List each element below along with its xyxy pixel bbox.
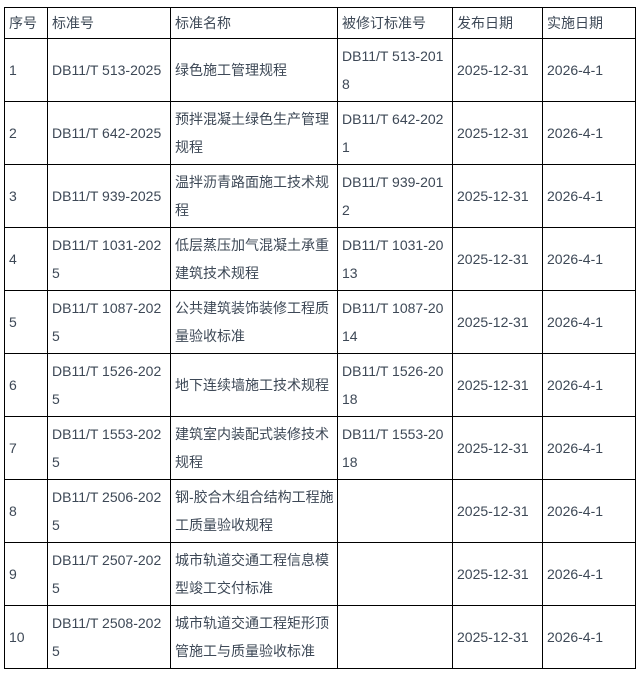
- table-row: 4 DB11/T 1031-2025 低层蒸压加气混凝土承重建筑技术规程 DB11/T…: [4, 227, 636, 291]
- cell-publish-date: 2025-12-31: [452, 101, 543, 165]
- cell-index: 3: [4, 164, 48, 228]
- table-row: 2 DB11/T 642-2025 预拌混凝土绿色生产管理规程 DB11/T 642-…: [4, 101, 636, 165]
- cell-implement-date: 2026-4-1: [542, 227, 636, 291]
- cell-revised-standard-no: DB11/T 642-2021: [337, 101, 453, 165]
- table-row: 1 DB11/T 513-2025 绿色施工管理规程 DB11/T 513-2018 2…: [4, 38, 636, 102]
- cell-publish-date: 2025-12-31: [452, 38, 543, 102]
- cell-publish-date: 2025-12-31: [452, 353, 543, 417]
- table-row: 9 DB11/T 2507-2025 城市轨道交通工程信息模型竣工交付标准 2025-…: [4, 542, 636, 606]
- cell-standard-no: DB11/T 939-2025: [47, 164, 171, 228]
- cell-revised-standard-no: [337, 542, 453, 606]
- cell-index: 6: [4, 353, 48, 417]
- column-header-revised-standard-no: 被修订标准号: [337, 7, 453, 39]
- cell-revised-standard-no: DB11/T 939-2012: [337, 164, 453, 228]
- cell-revised-standard-no: DB11/T 513-2018: [337, 38, 453, 102]
- cell-index: 7: [4, 416, 48, 480]
- cell-revised-standard-no: DB11/T 1553-2018: [337, 416, 453, 480]
- cell-implement-date: 2026-4-1: [542, 353, 636, 417]
- cell-index: 8: [4, 479, 48, 543]
- cell-standard-name: 绿色施工管理规程: [170, 38, 338, 102]
- cell-standard-name: 城市轨道交通工程矩形顶管施工与质量验收标准: [170, 605, 338, 669]
- standards-revision-table: 序号 标准号 标准名称 被修订标准号 发布日期 实施日期 1 DB11/T 513-2025…: [4, 7, 636, 669]
- cell-implement-date: 2026-4-1: [542, 542, 636, 606]
- cell-standard-no: DB11/T 1031-2025: [47, 227, 171, 291]
- table-header-row: 序号 标准号 标准名称 被修订标准号 发布日期 实施日期: [4, 7, 636, 39]
- cell-standard-name: 温拌沥青路面施工技术规程: [170, 164, 338, 228]
- cell-standard-name: 城市轨道交通工程信息模型竣工交付标准: [170, 542, 338, 606]
- cell-implement-date: 2026-4-1: [542, 164, 636, 228]
- table-row: 10 DB11/T 2508-2025 城市轨道交通工程矩形顶管施工与质量验收标准 2…: [4, 605, 636, 669]
- cell-standard-no: DB11/T 2508-2025: [47, 605, 171, 669]
- table-row: 5 DB11/T 1087-2025 公共建筑装饰装修工程质量验收标准 DB11/T …: [4, 290, 636, 354]
- cell-standard-name: 钢-胶合木组合结构工程施工质量验收规程: [170, 479, 338, 543]
- table-row: 8 DB11/T 2506-2025 钢-胶合木组合结构工程施工质量验收规程 2025…: [4, 479, 636, 543]
- cell-standard-name: 地下连续墙施工技术规程: [170, 353, 338, 417]
- cell-standard-no: DB11/T 513-2025: [47, 38, 171, 102]
- cell-revised-standard-no: DB11/T 1526-2018: [337, 353, 453, 417]
- table-body: 1 DB11/T 513-2025 绿色施工管理规程 DB11/T 513-2018 2…: [4, 38, 636, 669]
- cell-revised-standard-no: [337, 605, 453, 669]
- cell-standard-no: DB11/T 2506-2025: [47, 479, 171, 543]
- cell-index: 2: [4, 101, 48, 165]
- cell-standard-name: 预拌混凝土绿色生产管理规程: [170, 101, 338, 165]
- cell-implement-date: 2026-4-1: [542, 38, 636, 102]
- column-header-implement-date: 实施日期: [542, 7, 636, 39]
- cell-publish-date: 2025-12-31: [452, 227, 543, 291]
- cell-publish-date: 2025-12-31: [452, 290, 543, 354]
- cell-publish-date: 2025-12-31: [452, 542, 543, 606]
- cell-index: 4: [4, 227, 48, 291]
- cell-standard-no: DB11/T 642-2025: [47, 101, 171, 165]
- cell-standard-name: 公共建筑装饰装修工程质量验收标准: [170, 290, 338, 354]
- cell-standard-name: 低层蒸压加气混凝土承重建筑技术规程: [170, 227, 338, 291]
- cell-index: 5: [4, 290, 48, 354]
- cell-standard-name: 建筑室内装配式装修技术规程: [170, 416, 338, 480]
- table-row: 6 DB11/T 1526-2025 地下连续墙施工技术规程 DB11/T 1526-…: [4, 353, 636, 417]
- cell-implement-date: 2026-4-1: [542, 416, 636, 480]
- cell-index: 9: [4, 542, 48, 606]
- column-header-publish-date: 发布日期: [452, 7, 543, 39]
- cell-standard-no: DB11/T 1553-2025: [47, 416, 171, 480]
- cell-publish-date: 2025-12-31: [452, 416, 543, 480]
- table-row: 3 DB11/T 939-2025 温拌沥青路面施工技术规程 DB11/T 939-2…: [4, 164, 636, 228]
- column-header-standard-name: 标准名称: [170, 7, 338, 39]
- cell-standard-no: DB11/T 1087-2025: [47, 290, 171, 354]
- column-header-index: 序号: [4, 7, 48, 39]
- cell-standard-no: DB11/T 2507-2025: [47, 542, 171, 606]
- cell-revised-standard-no: DB11/T 1087-2014: [337, 290, 453, 354]
- cell-publish-date: 2025-12-31: [452, 479, 543, 543]
- cell-revised-standard-no: DB11/T 1031-2013: [337, 227, 453, 291]
- cell-index: 1: [4, 38, 48, 102]
- header-row: 序号 标准号 标准名称 被修订标准号 发布日期 实施日期: [4, 7, 636, 39]
- table-row: 7 DB11/T 1553-2025 建筑室内装配式装修技术规程 DB11/T 155…: [4, 416, 636, 480]
- cell-implement-date: 2026-4-1: [542, 101, 636, 165]
- cell-revised-standard-no: [337, 479, 453, 543]
- column-header-standard-no: 标准号: [47, 7, 171, 39]
- cell-implement-date: 2026-4-1: [542, 605, 636, 669]
- cell-standard-no: DB11/T 1526-2025: [47, 353, 171, 417]
- cell-publish-date: 2025-12-31: [452, 605, 543, 669]
- cell-publish-date: 2025-12-31: [452, 164, 543, 228]
- cell-index: 10: [4, 605, 48, 669]
- cell-implement-date: 2026-4-1: [542, 479, 636, 543]
- cell-implement-date: 2026-4-1: [542, 290, 636, 354]
